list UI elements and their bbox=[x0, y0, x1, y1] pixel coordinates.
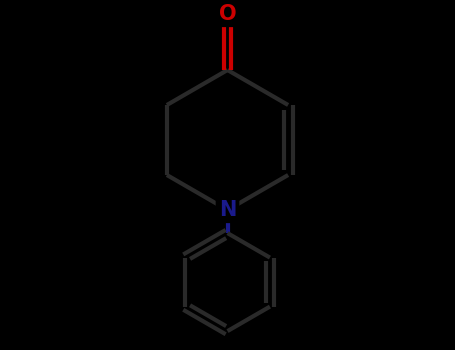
Text: O: O bbox=[219, 4, 236, 24]
Text: N: N bbox=[219, 200, 236, 220]
